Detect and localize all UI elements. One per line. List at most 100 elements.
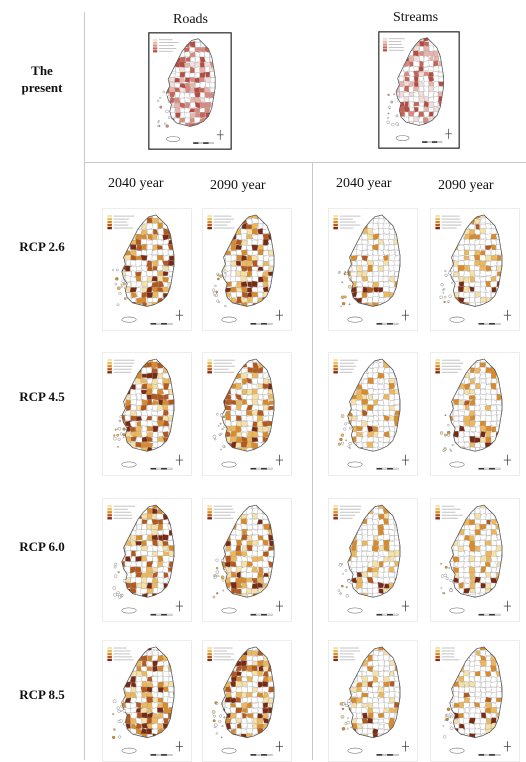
map-jeju-island <box>221 607 237 614</box>
map-jeju-island <box>449 607 465 614</box>
rcp60-row-label: RCP 6.0 <box>19 539 65 554</box>
roads-2040-header: 2040 year <box>108 176 164 191</box>
north-arrow-icon <box>275 600 283 612</box>
scale-bar <box>250 322 273 325</box>
rcp85-row-label: RCP 8.5 <box>19 687 65 702</box>
roads-header: Roads <box>173 12 208 27</box>
scale-bar <box>150 467 173 470</box>
map-legend <box>207 359 236 374</box>
north-arrow-icon <box>503 741 511 752</box>
rcp45-roads-2040-map <box>102 352 192 476</box>
north-arrow-icon <box>175 600 183 612</box>
streams-header: Streams <box>393 10 439 25</box>
map-jeju-island <box>347 747 363 754</box>
rcp60-roads-2090-map <box>202 498 292 622</box>
map-islands <box>337 413 353 449</box>
map-islands <box>212 558 227 599</box>
north-arrow-icon <box>175 309 183 321</box>
north-arrow-icon <box>503 309 511 321</box>
scale-bar <box>150 322 173 325</box>
map-islands <box>440 562 455 595</box>
map-jeju-island <box>347 461 363 468</box>
present-row-label: The present <box>0 62 84 96</box>
map-islands <box>442 707 454 739</box>
map-islands <box>113 415 126 448</box>
present-roads-map <box>148 32 232 150</box>
north-arrow-icon <box>503 454 511 466</box>
map-legend <box>207 215 235 230</box>
present-row-label-text: The present <box>21 63 63 95</box>
map-islands <box>112 562 127 599</box>
rcp45-roads-2090-map <box>202 352 292 476</box>
scale-bar <box>150 613 173 616</box>
map-jeju-island <box>347 607 363 614</box>
map-legend <box>435 646 460 662</box>
north-arrow-icon <box>175 454 183 466</box>
scale-bar <box>376 613 399 616</box>
present-streams-map <box>378 31 460 149</box>
north-arrow-icon <box>275 454 283 466</box>
scale-bar <box>150 754 173 756</box>
map-islands <box>439 269 453 304</box>
map-jeju-island <box>166 136 181 142</box>
scale-bar <box>376 754 399 756</box>
rcp26-streams-2040-map <box>328 208 418 331</box>
map-legend <box>153 38 179 53</box>
rcp26-streams-2090-map <box>430 208 520 331</box>
map-islands <box>211 701 226 739</box>
north-arrow-icon <box>401 741 409 752</box>
rcp85-streams-2040-map <box>328 640 418 762</box>
scale-bar <box>193 142 214 144</box>
north-arrow-icon <box>175 741 183 752</box>
north-arrow-icon <box>401 454 409 466</box>
scale-bar <box>478 613 501 616</box>
rcp60-roads-2040-map <box>102 498 192 622</box>
north-arrow-icon <box>401 600 409 612</box>
north-arrow-icon <box>275 741 283 752</box>
rcp85-streams-2090-map <box>430 640 520 762</box>
rcp26-roads-2040-map <box>102 208 192 331</box>
map-islands <box>439 414 454 452</box>
rcp45-streams-2040-map <box>328 352 418 476</box>
map-legend <box>207 505 236 520</box>
map-islands <box>211 272 227 308</box>
map-jeju-island <box>121 316 137 323</box>
rcp60-streams-2090-map <box>430 498 520 622</box>
map-jeju-island <box>395 135 410 141</box>
map-islands <box>339 699 353 731</box>
map-jeju-island <box>449 747 465 754</box>
streams-2090-header: 2090 year <box>438 178 494 193</box>
map-islands <box>386 93 400 127</box>
map-legend <box>107 359 135 374</box>
north-arrow-icon <box>445 128 452 139</box>
scale-bar <box>478 322 501 325</box>
map-legend <box>107 505 136 520</box>
scale-bar <box>422 141 443 143</box>
map-jeju-island <box>221 316 237 323</box>
map-legend <box>333 215 361 230</box>
map-legend <box>333 359 358 374</box>
scale-bar <box>478 467 501 470</box>
map-jeju-island <box>121 461 137 468</box>
map-jeju-island <box>347 316 363 323</box>
rcp85-roads-2040-map <box>102 640 192 762</box>
map-islands <box>157 90 171 128</box>
scale-bar <box>478 754 501 756</box>
map-jeju-island <box>449 461 465 468</box>
map-legend <box>207 646 235 662</box>
north-arrow-icon <box>401 309 409 321</box>
roads-streams-divider <box>312 162 313 760</box>
map-jeju-island <box>449 316 465 323</box>
map-legend <box>435 359 464 374</box>
map-islands <box>112 699 127 739</box>
rcp45-row-label: RCP 4.5 <box>19 389 65 404</box>
rcp45-streams-2090-map <box>430 352 520 476</box>
streams-2040-header: 2040 year <box>336 176 392 191</box>
map-legend <box>107 646 134 662</box>
north-arrow-icon <box>275 309 283 321</box>
north-arrow-icon <box>503 600 511 612</box>
scale-bar <box>250 754 273 756</box>
map-jeju-island <box>121 607 137 614</box>
row-label-divider <box>84 12 85 760</box>
rcp85-roads-2090-map <box>202 640 292 762</box>
